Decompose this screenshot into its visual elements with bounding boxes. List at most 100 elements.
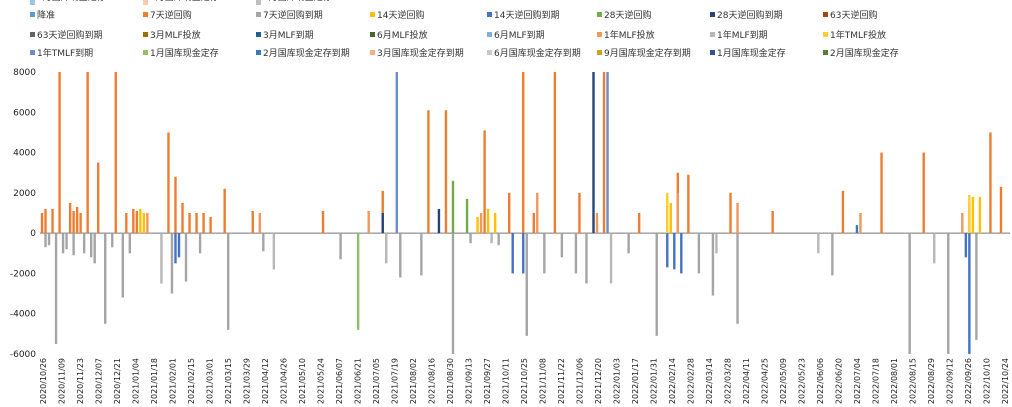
- legend-label: 2月国库现金定存到期: [263, 47, 350, 59]
- bar: [476, 217, 479, 234]
- x-tick-label: 2022/09/12: [946, 358, 955, 404]
- x-tick-label: 2021/10/25: [520, 358, 529, 404]
- bar: [174, 233, 177, 264]
- legend-label: 1年MLF投放: [604, 29, 655, 41]
- bar: [908, 233, 911, 354]
- bar: [922, 152, 925, 234]
- bar: [602, 72, 606, 234]
- x-tick-label: 2022/07/18: [872, 358, 881, 404]
- legend-swatch: [256, 50, 261, 55]
- bar: [522, 233, 525, 274]
- bar: [75, 206, 79, 234]
- bar: [139, 208, 142, 234]
- legend-label: 1年MLF到期: [717, 29, 768, 41]
- bar: [483, 130, 486, 234]
- x-tick-label: 2021/05/24: [317, 358, 326, 404]
- legend-swatch: [710, 32, 715, 37]
- bar: [947, 233, 950, 354]
- legend-swatch: [30, 32, 35, 37]
- legend-swatch: [143, 32, 148, 37]
- legend-swatch: [487, 50, 492, 55]
- bar: [167, 132, 170, 234]
- bar: [676, 192, 680, 234]
- legend-swatch: [256, 12, 261, 17]
- bar: [437, 208, 441, 234]
- bar: [58, 72, 61, 234]
- bar: [47, 233, 51, 246]
- legend-label: 14天逆回购到期: [494, 9, 559, 21]
- bar: [104, 233, 107, 324]
- bar: [385, 233, 388, 264]
- legend-label: 7天逆回购: [150, 9, 192, 21]
- x-tick-label: 2022/04/25: [761, 358, 770, 404]
- bar: [855, 225, 859, 234]
- legend-swatch: [597, 12, 602, 17]
- x-tick-label: 2021/02/15: [187, 358, 196, 404]
- legend-label: 1月国库现金定存: [717, 47, 786, 59]
- legend-swatch: [143, 0, 148, 5]
- bar: [606, 72, 609, 234]
- bar: [560, 233, 564, 258]
- bar: [198, 233, 202, 254]
- bar: [111, 233, 114, 248]
- bar: [395, 72, 398, 234]
- legend-label: 2月国库现金定存: [830, 47, 899, 59]
- x-tick-label: 2022/01/03: [613, 358, 622, 404]
- bar: [933, 233, 936, 264]
- bar: [174, 176, 177, 234]
- x-tick-label: 2022/05/09: [779, 358, 788, 404]
- bar: [729, 192, 732, 234]
- bar: [65, 233, 68, 250]
- bar: [135, 210, 139, 234]
- x-tick-label: 2022/01/17: [631, 358, 640, 404]
- bar: [637, 213, 641, 234]
- x-tick-label: 2021/01/04: [132, 358, 141, 404]
- legend-label: 63天逆回购: [830, 9, 877, 21]
- bar: [181, 202, 184, 234]
- legend-swatch: [597, 50, 602, 55]
- legend-label: 14天逆回购: [377, 9, 424, 21]
- bar: [497, 233, 500, 246]
- legend-label: 9月国库现金定存到期: [604, 47, 691, 59]
- legend-swatch: [370, 50, 375, 55]
- x-tick-label: 2021/08/16: [428, 358, 437, 404]
- legend-swatch: [710, 50, 715, 55]
- bar: [666, 233, 669, 268]
- bar: [451, 233, 455, 354]
- bar: [444, 110, 448, 234]
- bar: [592, 72, 595, 234]
- bar: [578, 192, 581, 234]
- bar: [669, 202, 672, 234]
- bar: [89, 233, 93, 258]
- x-tick-label: 2021/03/01: [206, 358, 215, 404]
- x-tick-label: 2020/11/23: [76, 358, 85, 404]
- bar: [715, 233, 718, 254]
- bar: [469, 233, 472, 244]
- bar: [177, 233, 181, 258]
- x-tick-label: 2020/12/21: [113, 358, 122, 404]
- bar: [367, 210, 370, 234]
- bar: [507, 192, 511, 234]
- legend-label: 6月国库现金定存: [150, 0, 219, 3]
- x-tick-label: 2022/08/15: [909, 358, 918, 404]
- x-tick-label: 2022/04/11: [742, 358, 751, 404]
- legend-label: 28天逆回购: [604, 9, 651, 21]
- bar: [125, 213, 128, 234]
- bar: [121, 233, 124, 298]
- y-tick-label: 2000: [13, 189, 36, 199]
- bar: [321, 210, 325, 234]
- bar: [262, 233, 265, 252]
- bar: [961, 213, 964, 234]
- bar: [40, 213, 44, 234]
- bar: [673, 233, 676, 270]
- bar: [574, 233, 578, 274]
- bar: [356, 233, 360, 330]
- legend-swatch: [143, 12, 148, 17]
- x-tick-label: 2021/04/12: [261, 358, 270, 404]
- bar: [687, 174, 690, 234]
- y-tick-label: 4000: [13, 149, 36, 159]
- bar: [585, 233, 588, 284]
- x-tick-label: 2022/08/29: [927, 358, 936, 404]
- bar: [272, 233, 276, 270]
- y-tick-label: 6000: [13, 108, 36, 118]
